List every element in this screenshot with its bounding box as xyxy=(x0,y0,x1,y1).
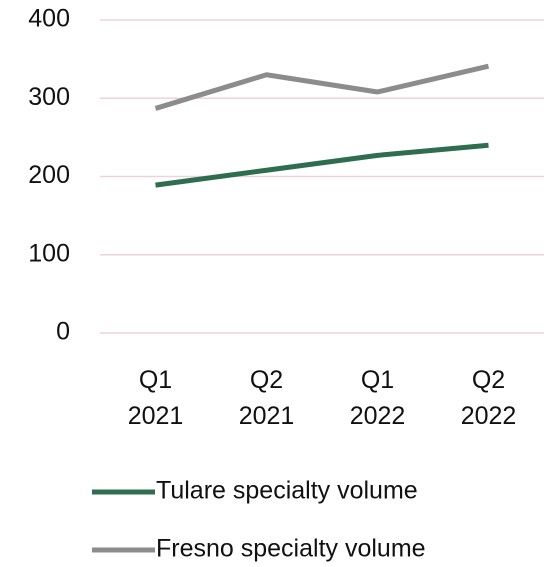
x-tick-label: Q2 2022 xyxy=(460,366,517,430)
x-tick-label: Q1 2021 xyxy=(127,366,184,430)
x-tick-label: Q1 2022 xyxy=(349,366,406,430)
series-line xyxy=(155,142,489,188)
y-tick-label: 100 xyxy=(28,239,70,267)
x-tick-label: Q2 2021 xyxy=(238,366,295,430)
y-tick-label: 200 xyxy=(28,161,70,189)
legend-label: Fresno specialty volume xyxy=(156,535,426,563)
series-line xyxy=(154,63,490,111)
y-tick-label: 0 xyxy=(56,318,70,346)
legend-label: Tulare specialty volume xyxy=(156,477,418,505)
y-tick-label: 400 xyxy=(28,5,70,33)
y-tick-label: 300 xyxy=(28,83,70,111)
